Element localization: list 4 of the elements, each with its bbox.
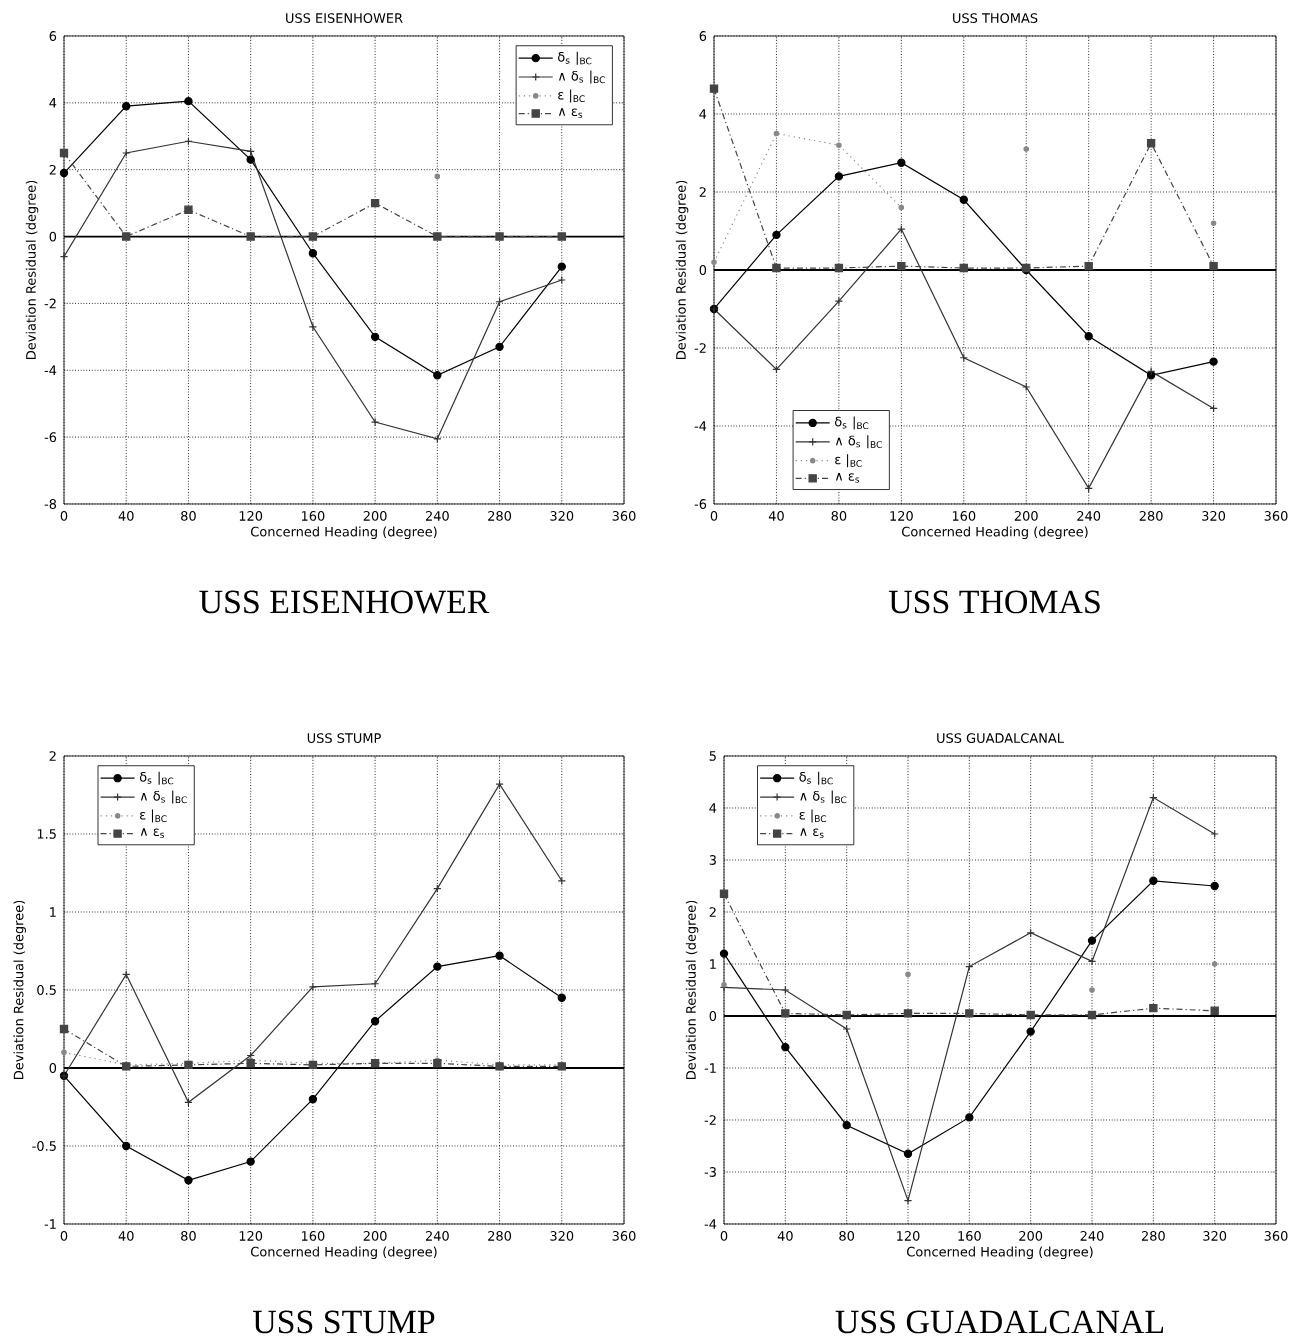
text: USS EISENHOWER xyxy=(199,590,490,614)
text: USS STUMP xyxy=(253,1310,435,1334)
text: USS GUADALCANAL xyxy=(836,1310,1164,1334)
text: USS THOMAS xyxy=(889,590,1101,614)
